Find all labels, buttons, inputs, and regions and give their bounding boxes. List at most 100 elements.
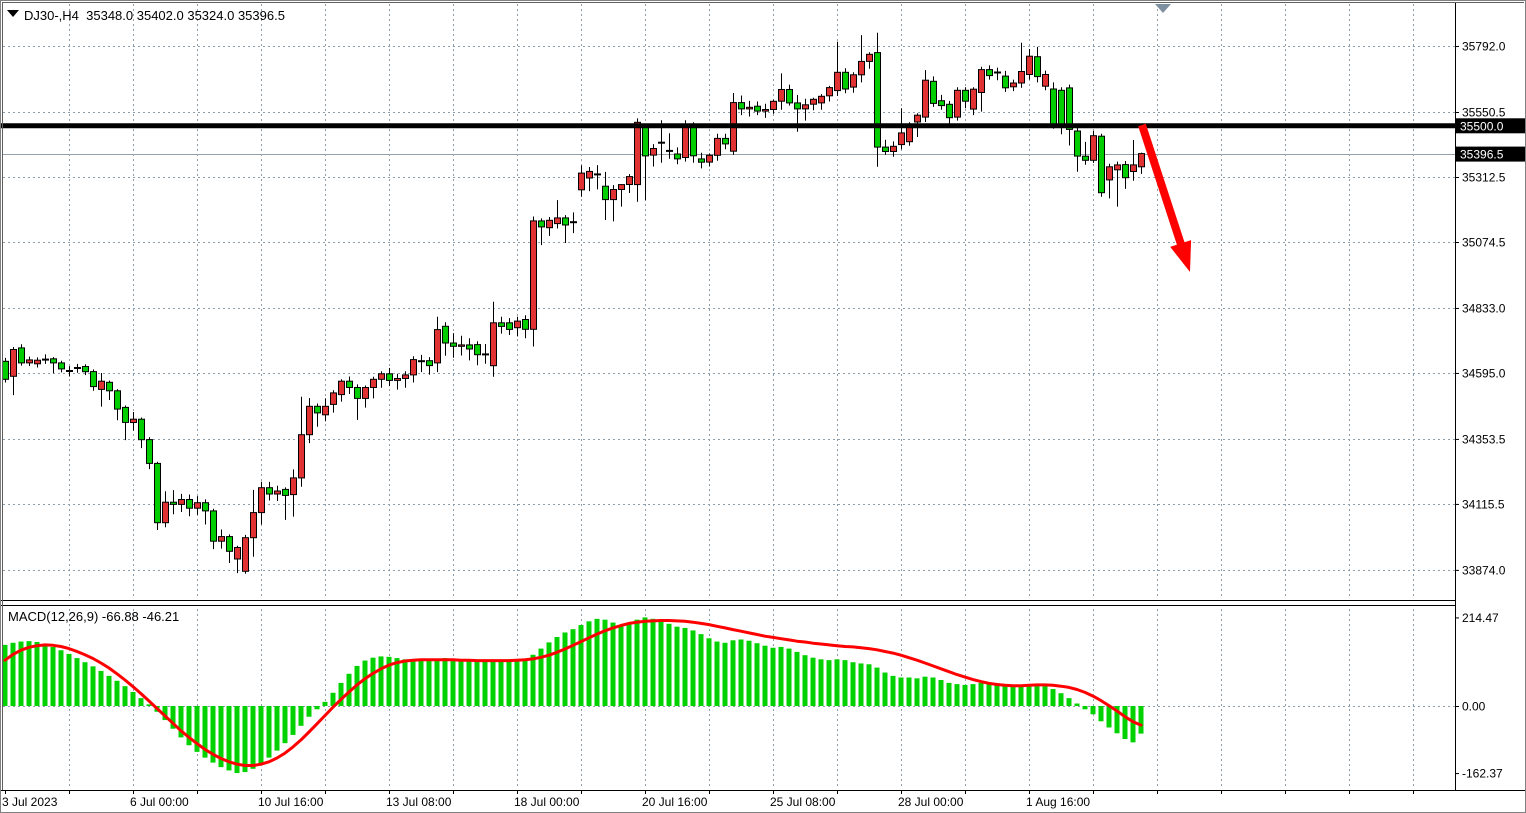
candle-body-bull: [586, 170, 593, 179]
candle: [474, 341, 481, 366]
price-axis[interactable]: 35792.0 35550.5 35312.5 35074.5 34833.0 34595…: [1455, 0, 1526, 813]
symbol-dropdown-icon[interactable]: [7, 10, 19, 17]
macd-bar: [618, 625, 624, 706]
candle: [874, 32, 881, 167]
candle: [602, 171, 609, 220]
candle: [994, 67, 1001, 81]
macd-bar: [370, 657, 376, 706]
price-axis-panel[interactable]: [1456, 0, 1526, 813]
candle-body-bear: [754, 105, 761, 112]
macd-bar: [602, 619, 608, 706]
candle: [90, 369, 97, 391]
candle-body-bear: [474, 344, 481, 356]
candle-body-bear: [538, 220, 545, 228]
macd-bar: [1018, 684, 1024, 706]
macd-bar: [1130, 706, 1136, 743]
candle: [482, 344, 489, 364]
macd-bar: [986, 682, 992, 706]
chart-title-ohlc: DJ30-,H4 35348.0 35402.0 35324.0 35396.5: [24, 8, 285, 23]
candle: [426, 357, 433, 375]
macd-bar: [834, 659, 840, 706]
candle-body-bear: [498, 322, 505, 327]
pane-divider[interactable]: [0, 599, 1526, 606]
macd-bar: [498, 660, 504, 706]
macd-bar: [1026, 684, 1032, 706]
macd-bar: [1010, 685, 1016, 706]
candle: [746, 100, 753, 117]
macd-bar: [1034, 684, 1040, 706]
candle: [1130, 140, 1137, 181]
macd-bar: [1122, 706, 1128, 740]
candle-body-bear: [786, 89, 793, 104]
macd-bar: [658, 620, 664, 706]
candle: [1018, 42, 1025, 88]
macd-bar: [82, 662, 88, 706]
candle-body-bear: [2, 360, 9, 380]
time-axis[interactable]: 3 Jul 2023 6 Jul 00:00 10 Jul 16:00 13 Jul …: [0, 790, 1526, 809]
candle-body-bull: [1042, 74, 1049, 87]
arrow-shaft[interactable]: [1138, 123, 1186, 249]
candle: [786, 84, 793, 106]
price-axis-label: 34595.0: [1462, 367, 1506, 381]
trend-arrow-annotation[interactable]: [1138, 123, 1192, 272]
macd-bar: [730, 640, 736, 706]
candle: [370, 376, 377, 399]
macd-bar: [362, 660, 368, 706]
macd-bar: [802, 655, 808, 706]
macd-bar: [474, 660, 480, 706]
candle-body-bear: [202, 502, 209, 512]
candle-body-bear: [50, 358, 57, 364]
candle: [522, 315, 529, 339]
macd-bar: [586, 621, 592, 706]
pane-divider-band[interactable]: [0, 599, 1526, 605]
macd-bar: [458, 659, 464, 706]
candle: [258, 481, 265, 525]
macd-bar: [282, 706, 288, 744]
candle-body-bull: [42, 358, 49, 361]
candle: [898, 108, 905, 150]
macd-bar: [1114, 706, 1120, 734]
arrow-head[interactable]: [1170, 240, 1192, 272]
candle: [274, 485, 281, 501]
candle: [402, 371, 409, 388]
macd-axis-label: -162.37: [1462, 767, 1503, 781]
candle-body-bear: [450, 342, 457, 347]
candle: [714, 133, 721, 161]
candle-body-bear: [1034, 56, 1041, 78]
candle: [354, 384, 361, 420]
time-axis-label: 13 Jul 08:00: [386, 795, 452, 809]
macd-bar: [906, 677, 912, 706]
candle-body-bull: [682, 125, 689, 159]
macd-bar: [642, 617, 648, 706]
candle-body-bear: [882, 146, 889, 153]
macd-bar: [10, 642, 16, 706]
candle-body-bull: [554, 217, 561, 225]
candle: [330, 390, 337, 413]
chart-shift-marker-icon[interactable]: [1155, 4, 1171, 13]
candle: [490, 301, 497, 377]
candle-body-bull: [546, 219, 553, 229]
candle: [1010, 79, 1017, 92]
macd-bar: [786, 648, 792, 706]
macd-bar: [394, 658, 400, 706]
candle: [250, 489, 257, 557]
candle: [114, 389, 121, 421]
macd-bar: [914, 678, 920, 706]
candle: [378, 371, 385, 388]
candle-body-bear: [962, 89, 969, 102]
candle: [946, 100, 953, 125]
candle: [810, 97, 817, 111]
macd-bar: [242, 706, 248, 773]
candle: [298, 396, 305, 487]
price-tag-box: [1456, 118, 1526, 134]
macd-bar: [186, 706, 192, 746]
macd-bar: [386, 656, 392, 706]
macd-bar: [338, 682, 344, 706]
candle-body-bear: [874, 52, 881, 148]
time-axis-label: 6 Jul 00:00: [130, 795, 189, 809]
candle-body-bull: [410, 359, 417, 376]
macd-bar: [698, 634, 704, 706]
candle: [938, 94, 945, 110]
candle-body-bull: [1018, 71, 1025, 84]
